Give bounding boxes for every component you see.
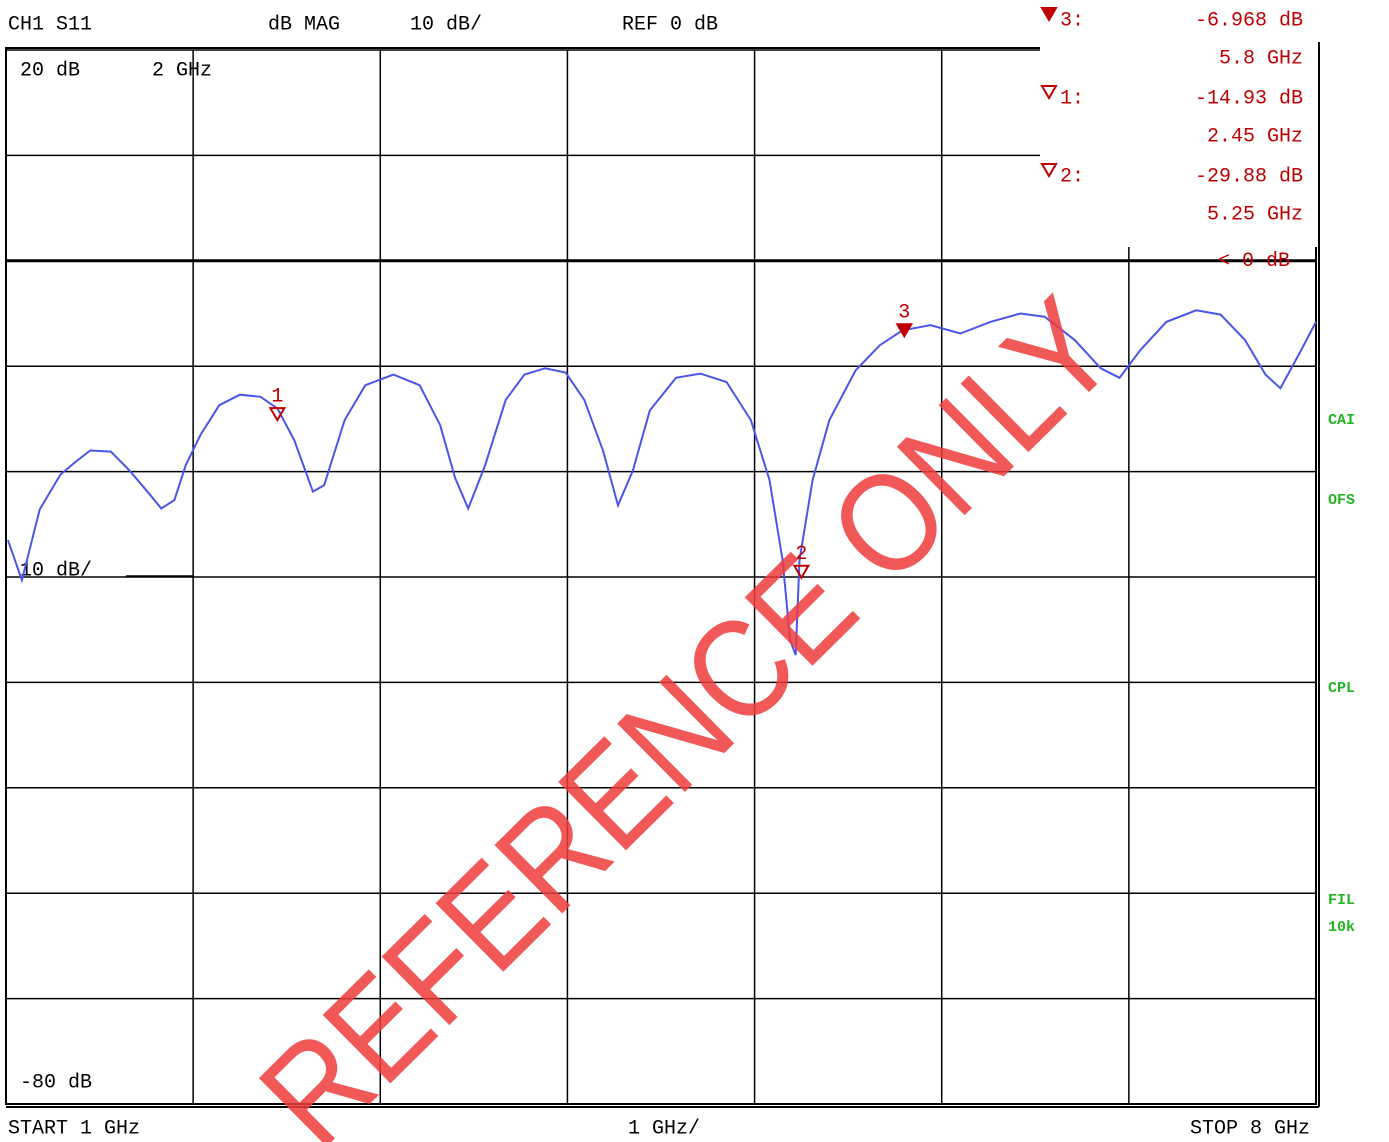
readout-value: -14.93 dB	[1195, 87, 1303, 110]
side-label: 10k	[1328, 919, 1355, 936]
side-label: FIL	[1328, 892, 1355, 909]
side-label: OFS	[1328, 492, 1355, 509]
readout-freq: 5.25 GHz	[1207, 203, 1303, 226]
marker-number: 2	[795, 543, 807, 566]
y-tick-label: -80 dB	[20, 1071, 92, 1094]
readout-label: 2:	[1060, 165, 1084, 188]
side-label: CAI	[1328, 412, 1355, 429]
y-scale-label: 10 dB/	[20, 559, 92, 582]
y-scale-bg	[18, 560, 126, 576]
x-tick-label: STOP 8 GHz	[1190, 1117, 1310, 1140]
readout-label: 1:	[1060, 87, 1084, 110]
marker	[268, 407, 287, 423]
plot-frame	[5, 47, 1317, 1105]
side-label: CPL	[1328, 680, 1355, 697]
readout-symbol	[1040, 163, 1058, 178]
readout-value: -29.88 dB	[1195, 165, 1303, 188]
x-scale-label: 1 GHz/	[628, 1117, 700, 1140]
marker	[792, 564, 811, 580]
header-text: REF 0 dB	[622, 13, 718, 36]
readout-freq: 5.8 GHz	[1219, 47, 1303, 70]
readout-symbol	[1040, 7, 1058, 22]
marker-number: 1	[271, 385, 283, 408]
y-tick-label: 20 dB	[20, 59, 80, 82]
readout-box	[1040, 0, 1317, 247]
header-text: 10 dB/	[410, 13, 482, 36]
header-text: CH1 S11	[8, 13, 92, 36]
annotation: 2 GHz	[152, 59, 212, 82]
readout-value: -6.968 dB	[1195, 9, 1303, 32]
readout-label: 3:	[1060, 9, 1084, 32]
readout-symbol	[1040, 85, 1058, 100]
ref-label: < 0 dB	[1218, 250, 1290, 273]
marker-number: 3	[898, 302, 910, 325]
readout-freq: 2.45 GHz	[1207, 125, 1303, 148]
marker	[895, 323, 914, 339]
trace	[6, 309, 1317, 656]
header-text: dB MAG	[268, 13, 340, 36]
x-tick-label: START 1 GHz	[8, 1117, 140, 1140]
